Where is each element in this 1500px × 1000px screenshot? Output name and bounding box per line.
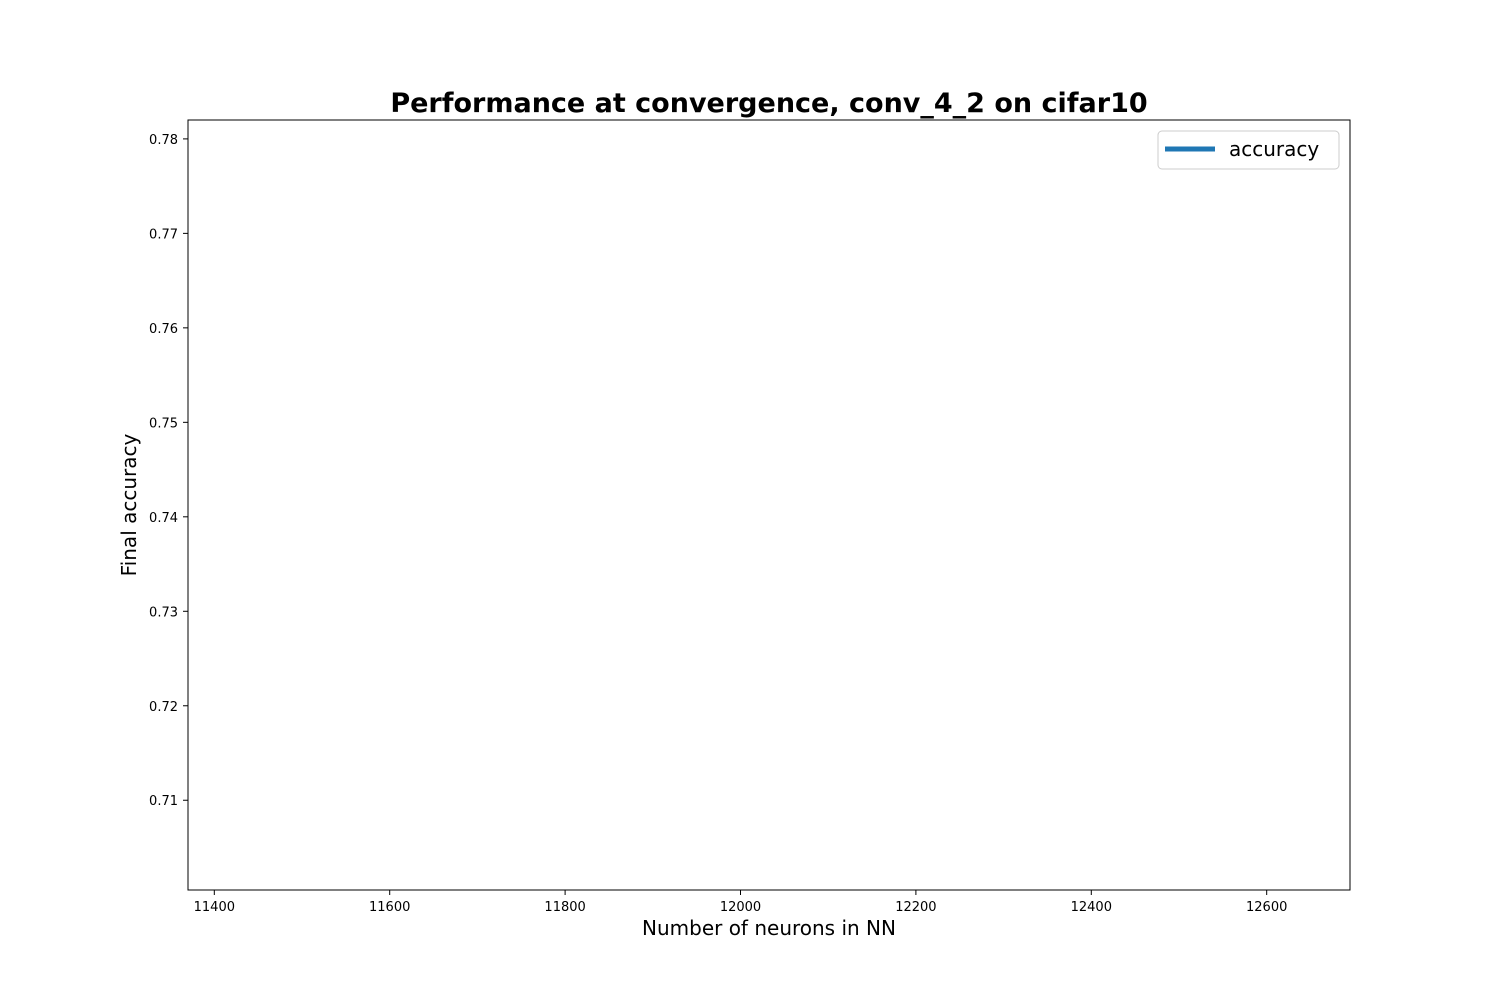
x-tick-label: 11600 xyxy=(369,900,410,915)
legend-label-accuracy: accuracy xyxy=(1229,137,1319,161)
y-tick-label: 0.76 xyxy=(149,322,178,337)
x-axis-label: Number of neurons in NN xyxy=(642,916,896,940)
plot-frame xyxy=(187,119,1351,891)
y-tick-label: 0.71 xyxy=(149,794,178,809)
x-axis-ticks: 11400 11600 11800 12000 12200 12400 12600 xyxy=(194,890,1287,915)
y-tick-label: 0.72 xyxy=(149,700,178,715)
y-tick-label: 0.73 xyxy=(149,605,178,620)
x-tick-label: 12600 xyxy=(1246,900,1287,915)
x-tick-label: 12200 xyxy=(895,900,936,915)
y-axis-ticks: 0.71 0.72 0.73 0.74 0.75 0.76 0.77 0.78 xyxy=(149,133,188,809)
legend: accuracy xyxy=(1157,130,1340,170)
x-tick-label: 11800 xyxy=(544,900,585,915)
y-tick-label: 0.78 xyxy=(149,133,178,148)
x-tick-label: 11400 xyxy=(194,900,235,915)
y-tick-label: 0.74 xyxy=(149,511,178,526)
y-tick-label: 0.77 xyxy=(149,227,178,242)
x-tick-label: 12400 xyxy=(1071,900,1112,915)
y-tick-label: 0.75 xyxy=(149,416,178,431)
chart-title: Performance at convergence, conv_4_2 on … xyxy=(390,88,1147,119)
y-axis-label: Final accuracy xyxy=(117,433,141,576)
legend-box xyxy=(1157,130,1340,170)
x-tick-label: 12000 xyxy=(720,900,761,915)
plot-area xyxy=(188,120,1350,890)
